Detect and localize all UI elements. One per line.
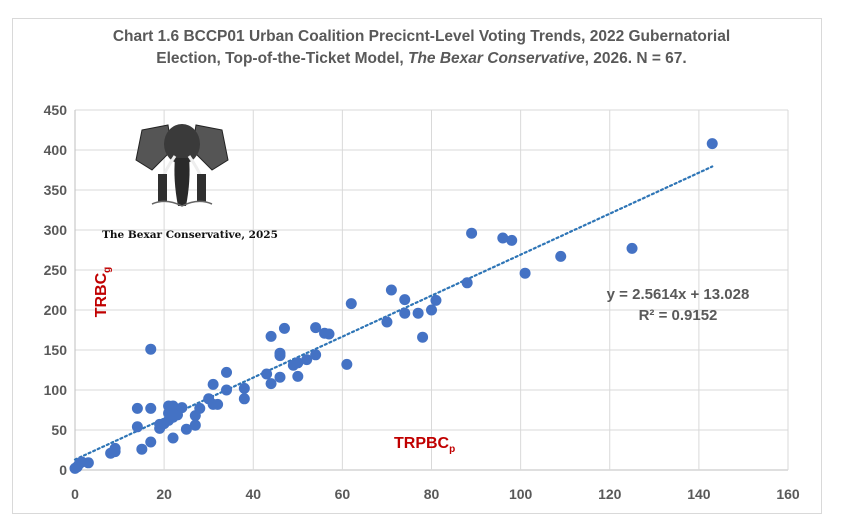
data-point — [323, 328, 335, 340]
x-tick-label: 140 — [687, 486, 711, 502]
data-point — [399, 307, 411, 319]
data-point — [212, 398, 224, 410]
data-point — [426, 304, 437, 316]
trendline-r-squared: R² = 0.9152 — [639, 307, 718, 324]
data-point — [345, 298, 357, 310]
x-tick-label: 20 — [156, 486, 172, 502]
watermark-caption: The Bexar Conservative, 2025 — [102, 229, 278, 241]
data-point — [417, 331, 429, 343]
data-point — [176, 402, 188, 414]
data-point — [461, 277, 473, 289]
y-tick-label: 50 — [51, 422, 67, 438]
data-point — [278, 322, 290, 334]
data-point — [136, 443, 148, 455]
data-point — [82, 457, 94, 469]
data-point — [145, 402, 157, 414]
data-point — [399, 294, 411, 306]
x-tick-label: 160 — [776, 486, 800, 502]
x-tick-label: 0 — [71, 486, 79, 502]
chart-title-line-2: Election, Top-of-the-Ticket Model, The B… — [0, 48, 843, 70]
data-point — [167, 432, 179, 444]
chart-title-line-2-end: , 2026. N = 67. — [584, 50, 687, 67]
data-point — [221, 366, 233, 378]
data-point — [412, 307, 424, 319]
data-point — [555, 250, 567, 262]
data-point — [292, 370, 304, 382]
x-axis-title: TRPBCp — [394, 435, 455, 455]
data-point — [497, 232, 509, 244]
data-point — [131, 402, 143, 414]
data-point — [519, 267, 531, 279]
data-point — [167, 400, 179, 412]
y-axis-title: TRBCg — [93, 267, 113, 318]
y-tick-label: 100 — [44, 382, 68, 398]
data-point — [238, 382, 250, 394]
y-tick-label: 150 — [44, 342, 68, 358]
y-tick-label: 200 — [44, 302, 68, 318]
x-tick-label: 80 — [424, 486, 440, 502]
x-tick-label: 100 — [509, 486, 533, 502]
chart-title: Chart 1.6 BCCP01 Urban Coalition Precicn… — [0, 26, 843, 70]
trendline-equation: y = 2.5614x + 13.028 — [607, 286, 750, 303]
data-point — [207, 378, 219, 390]
data-point — [381, 316, 393, 328]
data-point — [310, 322, 322, 334]
data-point — [301, 354, 313, 366]
y-tick-label: 450 — [44, 102, 68, 118]
y-axis-title-main: TRBC — [93, 272, 110, 317]
x-axis-title-main: TRPBC — [394, 435, 450, 452]
y-tick-label: 400 — [44, 142, 68, 158]
data-point — [265, 378, 277, 390]
data-point — [430, 294, 442, 306]
data-point — [310, 349, 322, 361]
tick-labels: 0 50 100 150 200 250 300 350 400 450 0 20 40 60 80 100 1… — [44, 102, 800, 502]
data-point — [261, 368, 273, 380]
data-point — [506, 234, 518, 246]
data-point — [109, 442, 121, 454]
data-points — [69, 138, 718, 474]
data-point — [265, 330, 277, 342]
data-point — [292, 357, 304, 369]
data-point — [706, 138, 718, 150]
data-point — [145, 436, 157, 448]
y-tick-label: 0 — [59, 462, 67, 478]
data-point — [131, 421, 143, 433]
chart-frame — [12, 18, 822, 514]
data-point — [221, 384, 233, 396]
x-axis-title-subscript: p — [449, 444, 455, 455]
data-point — [238, 393, 250, 405]
y-tick-label: 350 — [44, 182, 68, 198]
data-point — [194, 402, 206, 414]
chart-title-publication: The Bexar Conservative — [408, 50, 585, 67]
watermark-logo: The Bexar Conservative, 2025 — [102, 124, 278, 241]
data-point — [385, 284, 397, 296]
y-tick-label: 300 — [44, 222, 68, 238]
elephant-icon — [135, 124, 229, 207]
data-point — [189, 419, 201, 431]
y-axis-title-subscript: g — [102, 267, 113, 273]
x-tick-label: 120 — [598, 486, 622, 502]
data-point — [274, 371, 286, 383]
x-tick-label: 40 — [245, 486, 261, 502]
data-point — [466, 227, 478, 239]
data-point — [180, 423, 192, 435]
y-tick-label: 250 — [44, 262, 68, 278]
chart-title-line-2-start: Election, Top-of-the-Ticket Model, — [156, 50, 408, 67]
data-point — [145, 343, 157, 355]
chart-title-line-1: Chart 1.6 BCCP01 Urban Coalition Precicn… — [112, 28, 731, 45]
data-point — [626, 242, 638, 254]
data-point — [341, 358, 353, 370]
data-point — [274, 350, 286, 362]
x-tick-label: 60 — [335, 486, 351, 502]
